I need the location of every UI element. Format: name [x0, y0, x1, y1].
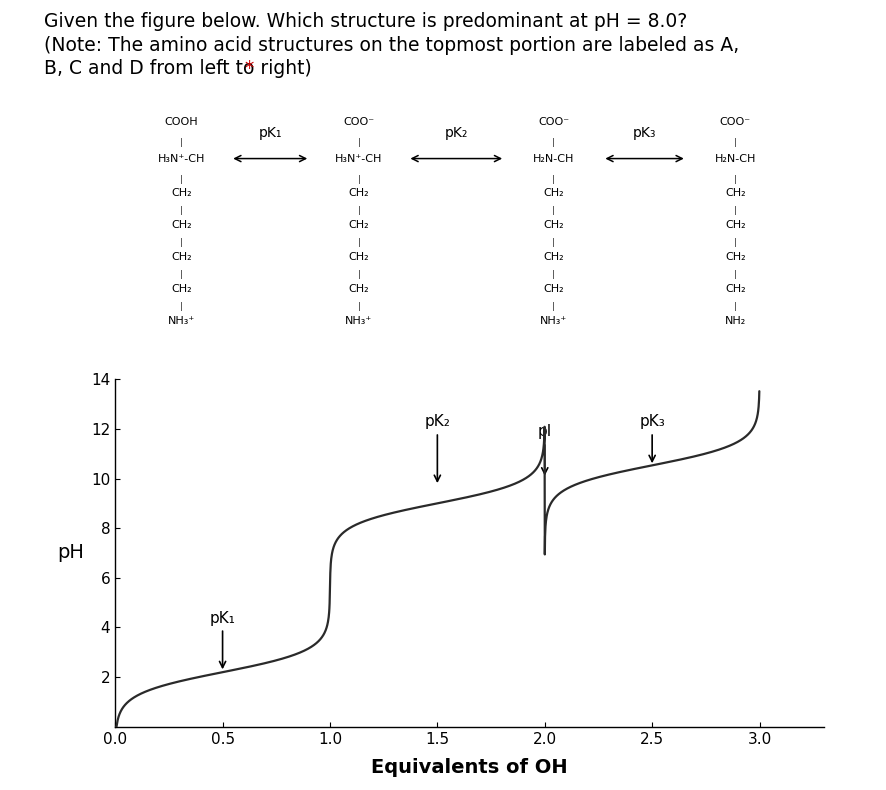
Text: CH₂: CH₂	[171, 188, 192, 198]
Y-axis label: pH: pH	[57, 544, 83, 562]
Text: |: |	[734, 138, 736, 148]
Text: B, C and D from left to right): B, C and D from left to right)	[44, 59, 318, 78]
Text: CH₂: CH₂	[348, 252, 369, 262]
Text: |: |	[734, 175, 736, 183]
Text: |: |	[358, 270, 360, 279]
Text: |: |	[181, 239, 183, 247]
Text: pI: pI	[538, 424, 552, 474]
Text: CH₂: CH₂	[725, 220, 746, 230]
Text: H₃N⁺-CH: H₃N⁺-CH	[335, 153, 383, 164]
Text: |: |	[358, 239, 360, 247]
Text: CH₂: CH₂	[543, 220, 564, 230]
Text: H₃N⁺-CH: H₃N⁺-CH	[158, 153, 206, 164]
Text: NH₃⁺: NH₃⁺	[346, 316, 372, 325]
Text: |: |	[734, 270, 736, 279]
Text: CH₂: CH₂	[725, 252, 746, 262]
Text: |: |	[358, 302, 360, 311]
Text: CH₂: CH₂	[725, 284, 746, 294]
Text: COO⁻: COO⁻	[343, 118, 375, 127]
Text: CH₂: CH₂	[171, 220, 192, 230]
Text: |: |	[553, 239, 555, 247]
Text: |: |	[553, 138, 555, 148]
Text: |: |	[358, 175, 360, 183]
Text: pK₂: pK₂	[445, 126, 468, 140]
Text: pK₁: pK₁	[210, 611, 236, 668]
Text: |: |	[553, 175, 555, 183]
Text: CH₂: CH₂	[543, 284, 564, 294]
X-axis label: Equivalents of OH: Equivalents of OH	[371, 758, 568, 777]
Text: (Note: The amino acid structures on the topmost portion are labeled as A,: (Note: The amino acid structures on the …	[44, 36, 740, 55]
Text: |: |	[358, 138, 360, 148]
Text: CH₂: CH₂	[171, 252, 192, 262]
Text: |: |	[358, 206, 360, 216]
Text: CH₂: CH₂	[348, 284, 369, 294]
Text: COOH: COOH	[165, 118, 198, 127]
Text: H₂N-CH: H₂N-CH	[715, 153, 756, 164]
Text: COO⁻: COO⁻	[538, 118, 570, 127]
Text: |: |	[553, 270, 555, 279]
Text: CH₂: CH₂	[348, 220, 369, 230]
Text: CH₂: CH₂	[543, 188, 564, 198]
Text: |: |	[734, 302, 736, 311]
Text: pK₁: pK₁	[259, 126, 282, 140]
Text: |: |	[181, 302, 183, 311]
Text: *: *	[245, 59, 254, 78]
Text: |: |	[181, 270, 183, 279]
Text: |: |	[553, 206, 555, 216]
Text: |: |	[181, 138, 183, 148]
Text: |: |	[181, 206, 183, 216]
Text: pK₃: pK₃	[633, 126, 657, 140]
Text: H₂N-CH: H₂N-CH	[533, 153, 574, 164]
Text: COO⁻: COO⁻	[719, 118, 751, 127]
Text: CH₂: CH₂	[348, 188, 369, 198]
Text: NH₃⁺: NH₃⁺	[168, 316, 195, 325]
Text: |: |	[734, 206, 736, 216]
Text: |: |	[734, 239, 736, 247]
Text: CH₂: CH₂	[543, 252, 564, 262]
Text: |: |	[553, 302, 555, 311]
Text: NH₂: NH₂	[725, 316, 746, 325]
Text: |: |	[181, 175, 183, 183]
Text: CH₂: CH₂	[725, 188, 746, 198]
Text: NH₃⁺: NH₃⁺	[540, 316, 567, 325]
Text: CH₂: CH₂	[171, 284, 192, 294]
Text: pK₂: pK₂	[424, 415, 450, 481]
Text: pK₃: pK₃	[640, 415, 665, 461]
Text: Given the figure below. Which structure is predominant at pH = 8.0?: Given the figure below. Which structure …	[44, 12, 688, 31]
